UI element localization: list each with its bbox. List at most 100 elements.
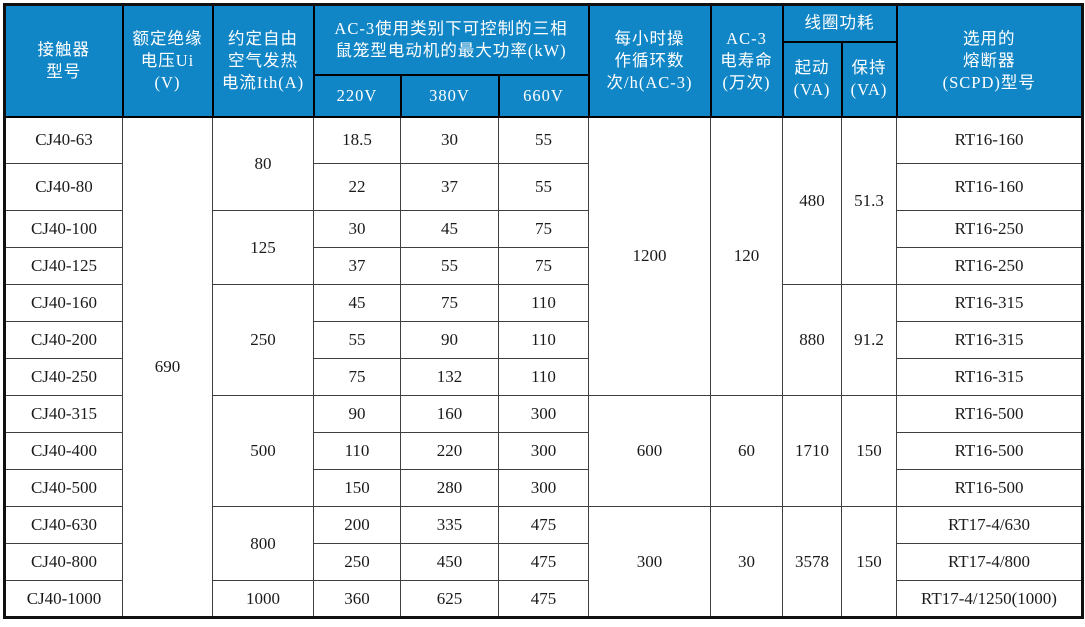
cell-fuse: RT16-500 [896,395,1084,433]
cell-ith: 125 [212,210,314,285]
header-row-2: 起动 (VA) 保持 (VA) [5,40,1083,118]
table-row: CJ40-125 37 55 75 RT16-250 [4,247,1084,285]
header-rated-voltage: 额定绝缘 电压Ui (V) [121,3,214,118]
cell-p220: 250 [313,543,401,581]
cell-model: CJ40-125 [4,247,123,285]
header-380v: 380V [399,73,500,118]
cell-p660: 110 [497,284,590,322]
cell-fuse: RT16-500 [896,469,1084,507]
table-row: CJ40-250 75 132 110 RT16-315 [4,358,1084,396]
table-row: CJ40-63 690 80 18.5 30 55 1200 120 480 5… [4,116,1084,618]
cell-model: CJ40-1000 [4,580,123,618]
cell-coil-start: 3578 [782,506,843,618]
cell-fuse: RT17-4/630 [896,506,1084,544]
header-660v: 660V [497,73,590,118]
header-coil-power: 线圈功耗 [781,3,898,43]
cell-fuse: RT16-315 [896,321,1084,359]
cell-model: CJ40-160 [4,284,123,322]
cell-p660: 75 [497,210,590,248]
cell-p660: 300 [497,469,590,507]
cell-p380: 55 [400,247,499,285]
cell-p220: 55 [313,321,401,359]
cell-p380: 37 [400,163,499,211]
table-row: CJ40-200 55 90 110 RT16-315 [4,321,1084,359]
cell-fuse: RT16-500 [896,432,1084,470]
cell-p660: 475 [497,543,590,581]
cell-p220: 150 [313,469,401,507]
cell-coil-start: 480 [782,116,843,285]
cell-p380: 280 [400,469,499,507]
cell-p220: 30 [313,210,401,248]
cell-p220: 45 [313,284,401,322]
cell-coil-start: 880 [782,284,843,396]
cell-fuse: RT16-160 [896,116,1084,164]
cell-model: CJ40-80 [4,163,123,211]
cell-fuse: RT16-315 [896,358,1084,396]
cell-p220: 37 [313,247,401,285]
header-row-1: 接触器 型号 额定绝缘 电压Ui (V) 约定自由 空气发热 电流Ith(A) … [3,3,1084,118]
table-row: CJ40-630 800 200 335 475 300 30 3578 150… [4,506,1084,618]
cell-p380: 160 [400,395,499,433]
cell-p660: 55 [497,116,590,164]
cell-life: 30 [710,506,784,618]
header-cycles-per-hour: 每小时操 作循环数 次/h(AC-3) [587,3,712,118]
cell-coil-hold: 150 [841,506,898,618]
cell-p220: 22 [313,163,401,211]
cell-p380: 75 [400,284,499,322]
header-coil-start: 起动 (VA) [781,40,843,118]
cell-coil-hold: 51.3 [841,116,898,285]
cell-p220: 75 [313,358,401,396]
cell-model: CJ40-100 [4,210,123,248]
cell-model: CJ40-200 [4,321,123,359]
cell-p220: 18.5 [313,116,401,164]
cell-p380: 625 [400,580,499,618]
cell-p380: 335 [400,506,499,544]
cell-p660: 110 [497,358,590,396]
cell-model: CJ40-250 [4,358,123,396]
cell-fuse: RT16-250 [896,210,1084,248]
cell-ith: 1000 [212,580,314,618]
contactor-spec-table: 接触器 型号 额定绝缘 电压Ui (V) 约定自由 空气发热 电流Ith(A) … [3,3,1085,619]
cell-model: CJ40-500 [4,469,123,507]
cell-coil-hold: 91.2 [841,284,898,396]
cell-coil-start: 1710 [782,395,843,507]
header-electrical-life: AC-3 电寿命 (万次) [709,3,784,118]
cell-fuse: RT16-315 [896,284,1084,322]
cell-p380: 220 [400,432,499,470]
table-row: CJ40-1000 1000 360 625 475 RT17-4/1250(1… [4,580,1084,618]
header-220v: 220V [312,73,402,118]
table-row: CJ40-160 250 45 75 110 880 91.2 RT16-315 [4,284,1084,396]
cell-p380: 30 [400,116,499,164]
cell-cycles: 600 [588,395,712,507]
cell-model: CJ40-630 [4,506,123,544]
cell-coil-hold: 150 [841,395,898,507]
cell-cycles: 300 [588,506,712,618]
header-row-3: 220V 380V 660V [5,73,1083,118]
header-model: 接触器 型号 [3,3,124,118]
cell-fuse: RT17-4/1250(1000) [896,580,1084,618]
table-row: CJ40-80 22 37 55 RT16-160 [4,163,1084,211]
cell-ith: 800 [212,506,314,581]
table-header: 接触器 型号 额定绝缘 电压Ui (V) 约定自由 空气发热 电流Ith(A) … [3,3,1084,118]
cell-model: CJ40-315 [4,395,123,433]
cell-p660: 110 [497,321,590,359]
table-body: CJ40-63 690 80 18.5 30 55 1200 120 480 5… [4,116,1084,618]
cell-p660: 75 [497,247,590,285]
cell-model: CJ40-400 [4,432,123,470]
cell-ith: 80 [212,116,314,211]
header-max-power: AC-3使用类别下可控制的三相 鼠笼型电动机的最大功率(kW) [312,3,590,76]
cell-p660: 475 [497,580,590,618]
cell-fuse: RT16-250 [896,247,1084,285]
cell-p660: 300 [497,395,590,433]
header-thermal-current: 约定自由 空气发热 电流Ith(A) [211,3,315,118]
header-fuse: 选用的 熔断器 (SCPD)型号 [895,3,1084,118]
cell-p660: 475 [497,506,590,544]
cell-life: 60 [710,395,784,507]
cell-fuse: RT17-4/800 [896,543,1084,581]
cell-fuse: RT16-160 [896,163,1084,211]
cell-ith: 250 [212,284,314,396]
table-row: CJ40-500 150 280 300 RT16-500 [4,469,1084,507]
cell-life: 120 [710,116,784,396]
cell-rated-voltage: 690 [122,116,213,618]
